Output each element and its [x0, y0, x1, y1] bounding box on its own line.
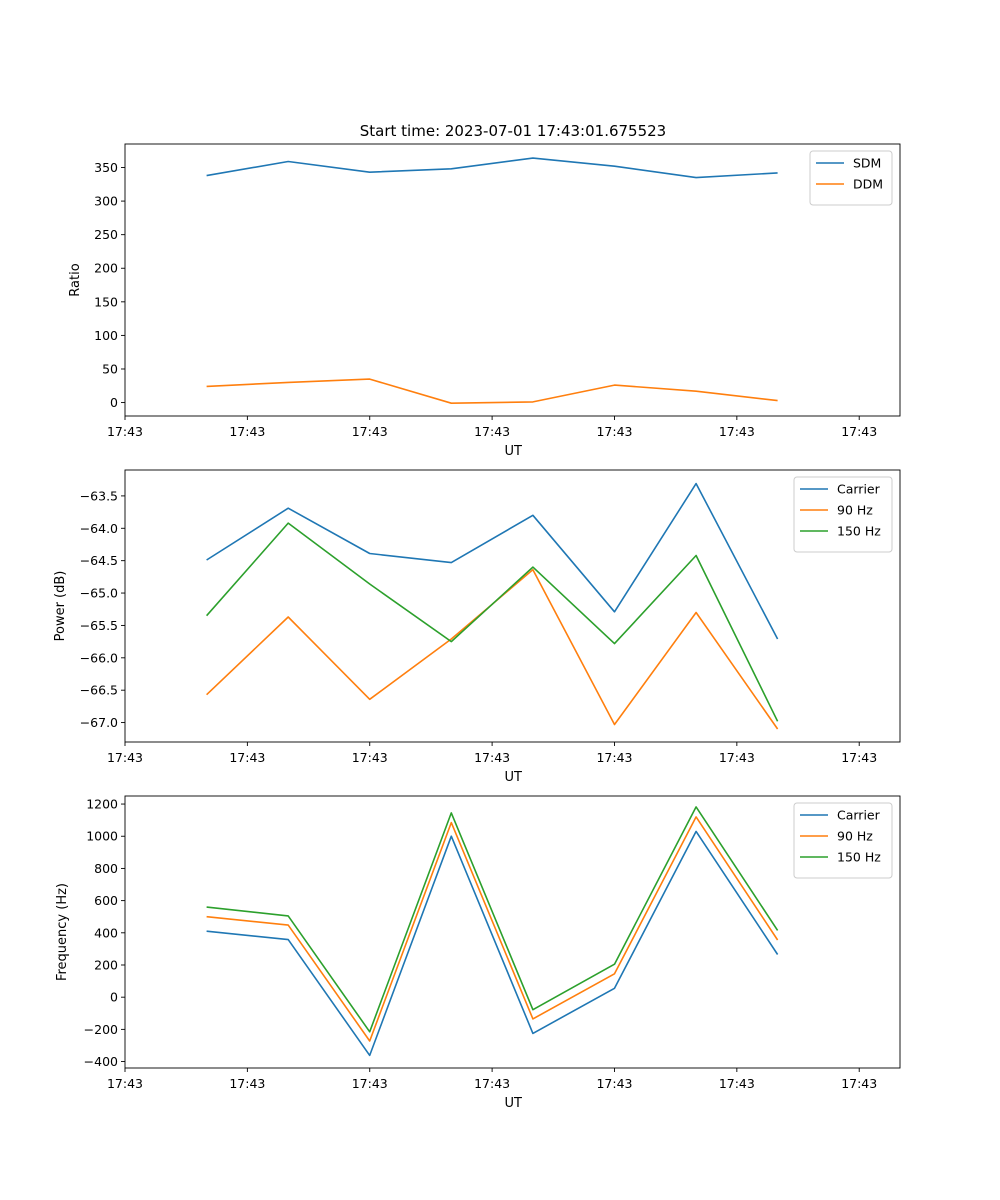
series-line-150-hz: [206, 806, 779, 1033]
y-tick-label: −64.0: [80, 521, 118, 536]
x-tick-label: 17:43: [596, 750, 632, 765]
x-tick-label: 17:43: [229, 424, 265, 439]
legend-label: 90 Hz: [837, 829, 873, 844]
x-tick-label: 17:43: [596, 424, 632, 439]
axes-frame: [124, 143, 901, 417]
y-tick-label: −66.0: [80, 650, 118, 665]
y-axis-label: Frequency (Hz): [55, 883, 70, 981]
y-tick-label: −400: [84, 1054, 118, 1069]
y-tick-label: 200: [94, 957, 118, 972]
x-tick-label: 17:43: [841, 424, 877, 439]
x-tick-label: 17:43: [474, 1076, 510, 1091]
y-tick-label: −64.5: [80, 553, 118, 568]
x-tick-label: 17:43: [841, 750, 877, 765]
x-tick-label: 17:43: [352, 424, 388, 439]
x-tick-label: 17:43: [107, 424, 143, 439]
x-tick-label: 17:43: [474, 424, 510, 439]
y-tick-label: −67.0: [80, 715, 118, 730]
legend-box: [793, 802, 893, 879]
legend: Carrier 90 Hz 150 Hz: [793, 802, 893, 879]
y-tick-label: 800: [94, 861, 118, 876]
subplots: 17:43 17:43 17:43 17:43 17:43 17:43 17:43 0 50 10…: [53, 143, 901, 1111]
x-tick-label: 17:43: [719, 424, 755, 439]
x-tick-label: 17:43: [719, 1076, 755, 1091]
subplot-frequency: 17:43 17:43 17:43 17:43 17:43 17:43 17:43 −400 −…: [55, 795, 901, 1111]
y-tick-label: 250: [94, 227, 118, 242]
x-axis-label: UT: [505, 1096, 523, 1111]
y-tick-label: 200: [94, 261, 118, 276]
subplot-power: 17:43 17:43 17:43 17:43 17:43 17:43 17:43 −67.0…: [53, 469, 901, 785]
legend-box: [809, 150, 893, 206]
y-tick-label: 350: [94, 160, 118, 175]
y-tick-label: 600: [94, 893, 118, 908]
x-tick-label: 17:43: [107, 1076, 143, 1091]
figure-title: Start time: 2023-07-01 17:43:01.675523: [360, 122, 666, 140]
legend: SDM DDM: [809, 150, 893, 206]
y-tick-label: 300: [94, 194, 118, 209]
x-tick-label: 17:43: [352, 1076, 388, 1091]
x-tick-label: 17:43: [229, 1076, 265, 1091]
legend-label: 90 Hz: [837, 503, 873, 518]
y-tick-label: 50: [102, 361, 118, 376]
x-tick-label: 17:43: [719, 750, 755, 765]
x-axis-label: UT: [505, 444, 523, 459]
legend-label: DDM: [853, 177, 883, 192]
legend-label: SDM: [853, 156, 881, 171]
y-axis-label: Ratio: [68, 263, 83, 296]
series-line-carrier: [206, 830, 779, 1057]
axes-frame: [124, 469, 901, 743]
y-tick-label: 1200: [86, 797, 118, 812]
series-line-carrier: [206, 482, 779, 640]
x-tick-label: 17:43: [107, 750, 143, 765]
x-axis-label: UT: [505, 770, 523, 785]
x-tick-label: 17:43: [841, 1076, 877, 1091]
y-tick-label: 100: [94, 328, 118, 343]
subplot-ratio: 17:43 17:43 17:43 17:43 17:43 17:43 17:43 0 50 10…: [68, 143, 901, 459]
legend-label: 150 Hz: [837, 850, 881, 865]
axes-frame: [124, 795, 901, 1069]
y-tick-label: −200: [84, 1022, 118, 1037]
y-tick-label: 150: [94, 294, 118, 309]
y-tick-label: −65.5: [80, 618, 118, 633]
legend-box: [793, 476, 893, 553]
y-axis-label: Power (dB): [53, 571, 68, 642]
series-line-ddm: [206, 378, 778, 405]
legend: Carrier 90 Hz 150 Hz: [793, 476, 893, 553]
y-tick-label: 0: [110, 990, 118, 1005]
legend-label: Carrier: [837, 808, 881, 823]
y-tick-label: −63.5: [80, 488, 118, 503]
y-tick-label: −65.0: [80, 586, 118, 601]
series-line-90-hz: [206, 816, 779, 1042]
y-tick-label: 0: [110, 395, 118, 410]
x-tick-label: 17:43: [596, 1076, 632, 1091]
x-tick-label: 17:43: [229, 750, 265, 765]
y-tick-label: −66.5: [80, 683, 118, 698]
y-tick-label: 400: [94, 925, 118, 940]
legend-label: Carrier: [837, 482, 881, 497]
legend-label: 150 Hz: [837, 524, 881, 539]
x-tick-label: 17:43: [474, 750, 510, 765]
series-line-sdm: [206, 157, 778, 179]
series-line-150-hz: [205, 522, 779, 722]
y-tick-label: 1000: [86, 829, 118, 844]
x-tick-label: 17:43: [352, 750, 388, 765]
